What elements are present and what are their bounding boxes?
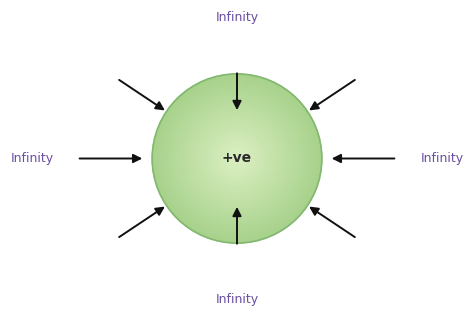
Ellipse shape <box>203 125 271 192</box>
Ellipse shape <box>218 139 256 178</box>
Text: Infinity: Infinity <box>216 294 258 307</box>
Ellipse shape <box>197 118 277 199</box>
Ellipse shape <box>156 78 318 239</box>
Ellipse shape <box>210 131 264 186</box>
Ellipse shape <box>227 148 247 169</box>
Ellipse shape <box>192 114 282 203</box>
Ellipse shape <box>231 152 243 165</box>
Ellipse shape <box>191 112 283 205</box>
Ellipse shape <box>216 137 258 180</box>
Ellipse shape <box>222 144 252 173</box>
Ellipse shape <box>184 106 290 211</box>
Ellipse shape <box>165 87 309 230</box>
Ellipse shape <box>233 154 241 163</box>
Ellipse shape <box>186 108 288 209</box>
Ellipse shape <box>205 127 269 190</box>
Ellipse shape <box>235 156 239 161</box>
Ellipse shape <box>171 93 303 224</box>
Text: Infinity: Infinity <box>10 152 54 165</box>
Ellipse shape <box>167 89 307 228</box>
Ellipse shape <box>152 74 322 243</box>
Ellipse shape <box>211 133 263 184</box>
Ellipse shape <box>182 104 292 213</box>
Text: Infinity: Infinity <box>216 10 258 23</box>
Ellipse shape <box>163 85 311 232</box>
Ellipse shape <box>214 135 260 182</box>
Text: +ve: +ve <box>222 152 252 165</box>
Ellipse shape <box>180 101 294 216</box>
Ellipse shape <box>220 142 254 175</box>
Ellipse shape <box>201 123 273 194</box>
Ellipse shape <box>188 110 286 207</box>
Ellipse shape <box>175 97 299 220</box>
Ellipse shape <box>155 76 319 241</box>
Ellipse shape <box>178 99 296 218</box>
Ellipse shape <box>199 120 275 197</box>
Ellipse shape <box>224 146 250 171</box>
Ellipse shape <box>228 150 246 167</box>
Ellipse shape <box>173 95 301 222</box>
Text: Infinity: Infinity <box>420 152 464 165</box>
Ellipse shape <box>207 129 267 188</box>
Ellipse shape <box>195 116 279 201</box>
Ellipse shape <box>158 80 316 237</box>
Ellipse shape <box>169 91 305 226</box>
Ellipse shape <box>161 82 313 235</box>
